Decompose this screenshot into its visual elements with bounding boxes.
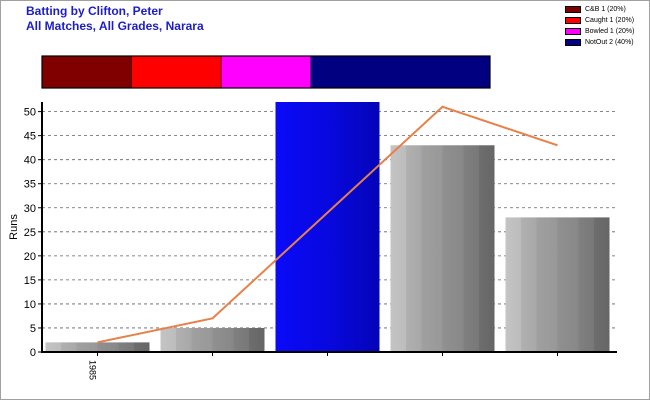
share-segment-notout bbox=[310, 55, 491, 89]
bar-2 bbox=[160, 327, 265, 352]
bar-1 bbox=[45, 342, 150, 352]
y-axis-title: Runs bbox=[8, 214, 20, 240]
y-tick-label: 25 bbox=[24, 227, 36, 239]
y-tick-label: 40 bbox=[24, 155, 36, 167]
chart-title-line2: All Matches, All Grades, Narara bbox=[26, 19, 204, 33]
legend: C&B 1 (20%) Caught 1 (20%) Bowled 1 (20%… bbox=[565, 4, 634, 48]
y-tick-label: 35 bbox=[24, 179, 36, 191]
legend-swatch bbox=[565, 28, 581, 35]
legend-swatch bbox=[565, 17, 581, 24]
legend-label: Caught 1 (20%) bbox=[585, 17, 635, 24]
y-tick-label: 45 bbox=[24, 131, 36, 143]
y-tick-label: 5 bbox=[30, 323, 36, 335]
share-bar-border bbox=[41, 55, 491, 89]
legend-item-notout: NotOut 2 (40%) bbox=[565, 37, 634, 48]
bar-3 bbox=[275, 102, 380, 352]
legend-label: Bowled 1 (20%) bbox=[585, 28, 635, 35]
legend-item-caught: Caught 1 (20%) bbox=[565, 15, 634, 26]
y-tick-label: 30 bbox=[24, 203, 36, 215]
x-tick-label: 1985 bbox=[88, 360, 98, 380]
bar-4 bbox=[390, 145, 495, 352]
legend-label: NotOut 2 (40%) bbox=[585, 39, 634, 46]
y-tick-label: 20 bbox=[24, 251, 36, 263]
y-tick-label: 15 bbox=[24, 275, 36, 287]
y-tick-label: 10 bbox=[24, 299, 36, 311]
legend-swatch bbox=[565, 39, 581, 46]
legend-item-bowled: Bowled 1 (20%) bbox=[565, 26, 634, 37]
legend-label: C&B 1 (20%) bbox=[585, 6, 626, 13]
legend-swatch bbox=[565, 6, 581, 13]
share-segment-cb bbox=[41, 55, 132, 89]
y-tick-label: 0 bbox=[30, 347, 36, 359]
y-tick-label: 50 bbox=[24, 107, 36, 119]
chart-title-line1: Batting by Clifton, Peter bbox=[26, 4, 163, 18]
share-segment-bowled bbox=[220, 55, 312, 89]
bar-5 bbox=[505, 217, 610, 352]
legend-item-cb: C&B 1 (20%) bbox=[565, 4, 634, 15]
share-segment-caught bbox=[131, 55, 222, 89]
trend-line bbox=[97, 105, 558, 344]
